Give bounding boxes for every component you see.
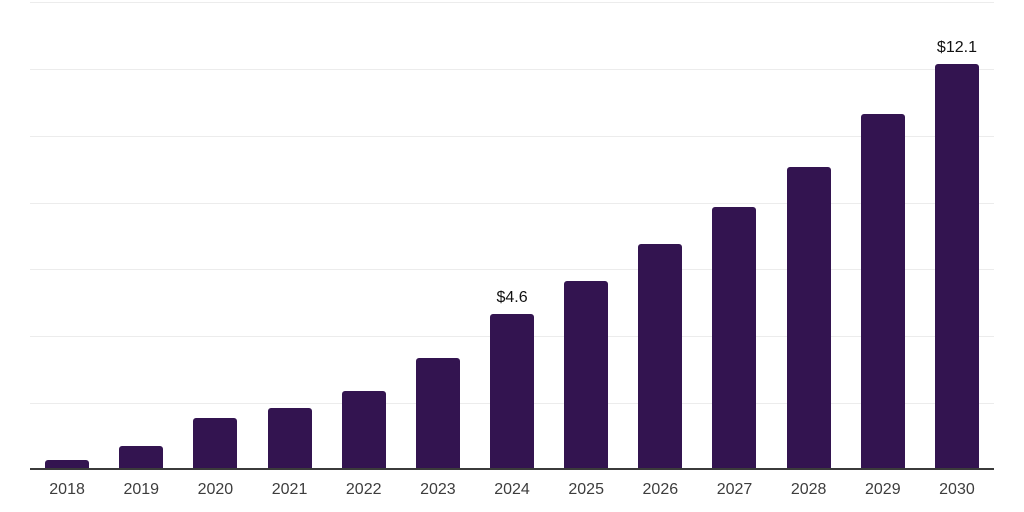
x-axis-label-2022: 2022: [345, 481, 382, 498]
x-axis-label-2024: 2024: [494, 481, 530, 498]
gridline-y10: [30, 135, 994, 137]
bar-slot-2029: [846, 2, 920, 468]
bar-slot-2021: [252, 2, 326, 468]
x-axis-label-2029: 2029: [865, 481, 901, 498]
bar-2018: [45, 459, 90, 468]
bar-slot-2027: [697, 2, 771, 468]
bar-value-label-2024: $4.6: [496, 289, 528, 307]
bar-2020: [193, 417, 238, 468]
bar-slot-2023: [401, 2, 475, 468]
x-axis-label-2021: 2021: [271, 481, 308, 498]
bar-2021: [267, 407, 312, 468]
bar-slot-2022: [327, 2, 401, 468]
x-axis-label-2028: 2028: [790, 481, 827, 498]
bar-2030: [934, 63, 979, 468]
bars-container: $4.6 $12.1: [30, 2, 994, 468]
bar-value-label-2030: $12.1: [936, 38, 977, 56]
bar-slot-2020: [178, 2, 252, 468]
bar-2022: [341, 391, 386, 468]
gridline-y8: [30, 202, 994, 204]
bar-2025: [564, 280, 609, 468]
x-axis-label-2030: 2030: [939, 481, 975, 498]
gridline-y12: [30, 68, 994, 70]
bar-slot-2024: $4.6: [475, 2, 549, 468]
bar-2019: [119, 446, 164, 468]
bar-2029: [860, 113, 905, 468]
bar-2027: [712, 207, 757, 468]
x-axis-labels: 2018 2019 2020 2021 2022 2023 2024 2025 2026 2027…: [30, 480, 994, 499]
x-axis-label-2019: 2019: [123, 481, 160, 498]
bar-2026: [638, 244, 683, 468]
plot-area: $4.6 $12.1: [30, 2, 994, 470]
gridline-y6: [30, 269, 994, 271]
x-axis-label-2023: 2023: [420, 481, 456, 498]
bar-2024: [490, 314, 535, 468]
x-axis-label-2025: 2025: [568, 481, 604, 498]
bar-2023: [415, 357, 460, 468]
x-axis-label-2018: 2018: [49, 481, 85, 498]
bar-slot-2019: [104, 2, 178, 468]
bar-slot-2018: [30, 2, 104, 468]
bar-slot-2026: [623, 2, 697, 468]
bar-2028: [786, 167, 831, 468]
bar-slot-2025: [549, 2, 623, 468]
x-axis-label-2027: 2027: [716, 481, 753, 498]
x-axis-label-2020: 2020: [197, 481, 234, 498]
bar-slot-2030: $12.1: [920, 2, 994, 468]
bar-slot-2028: [772, 2, 846, 468]
gridline-y14: [30, 2, 994, 3]
x-axis-label-2026: 2026: [642, 481, 679, 498]
